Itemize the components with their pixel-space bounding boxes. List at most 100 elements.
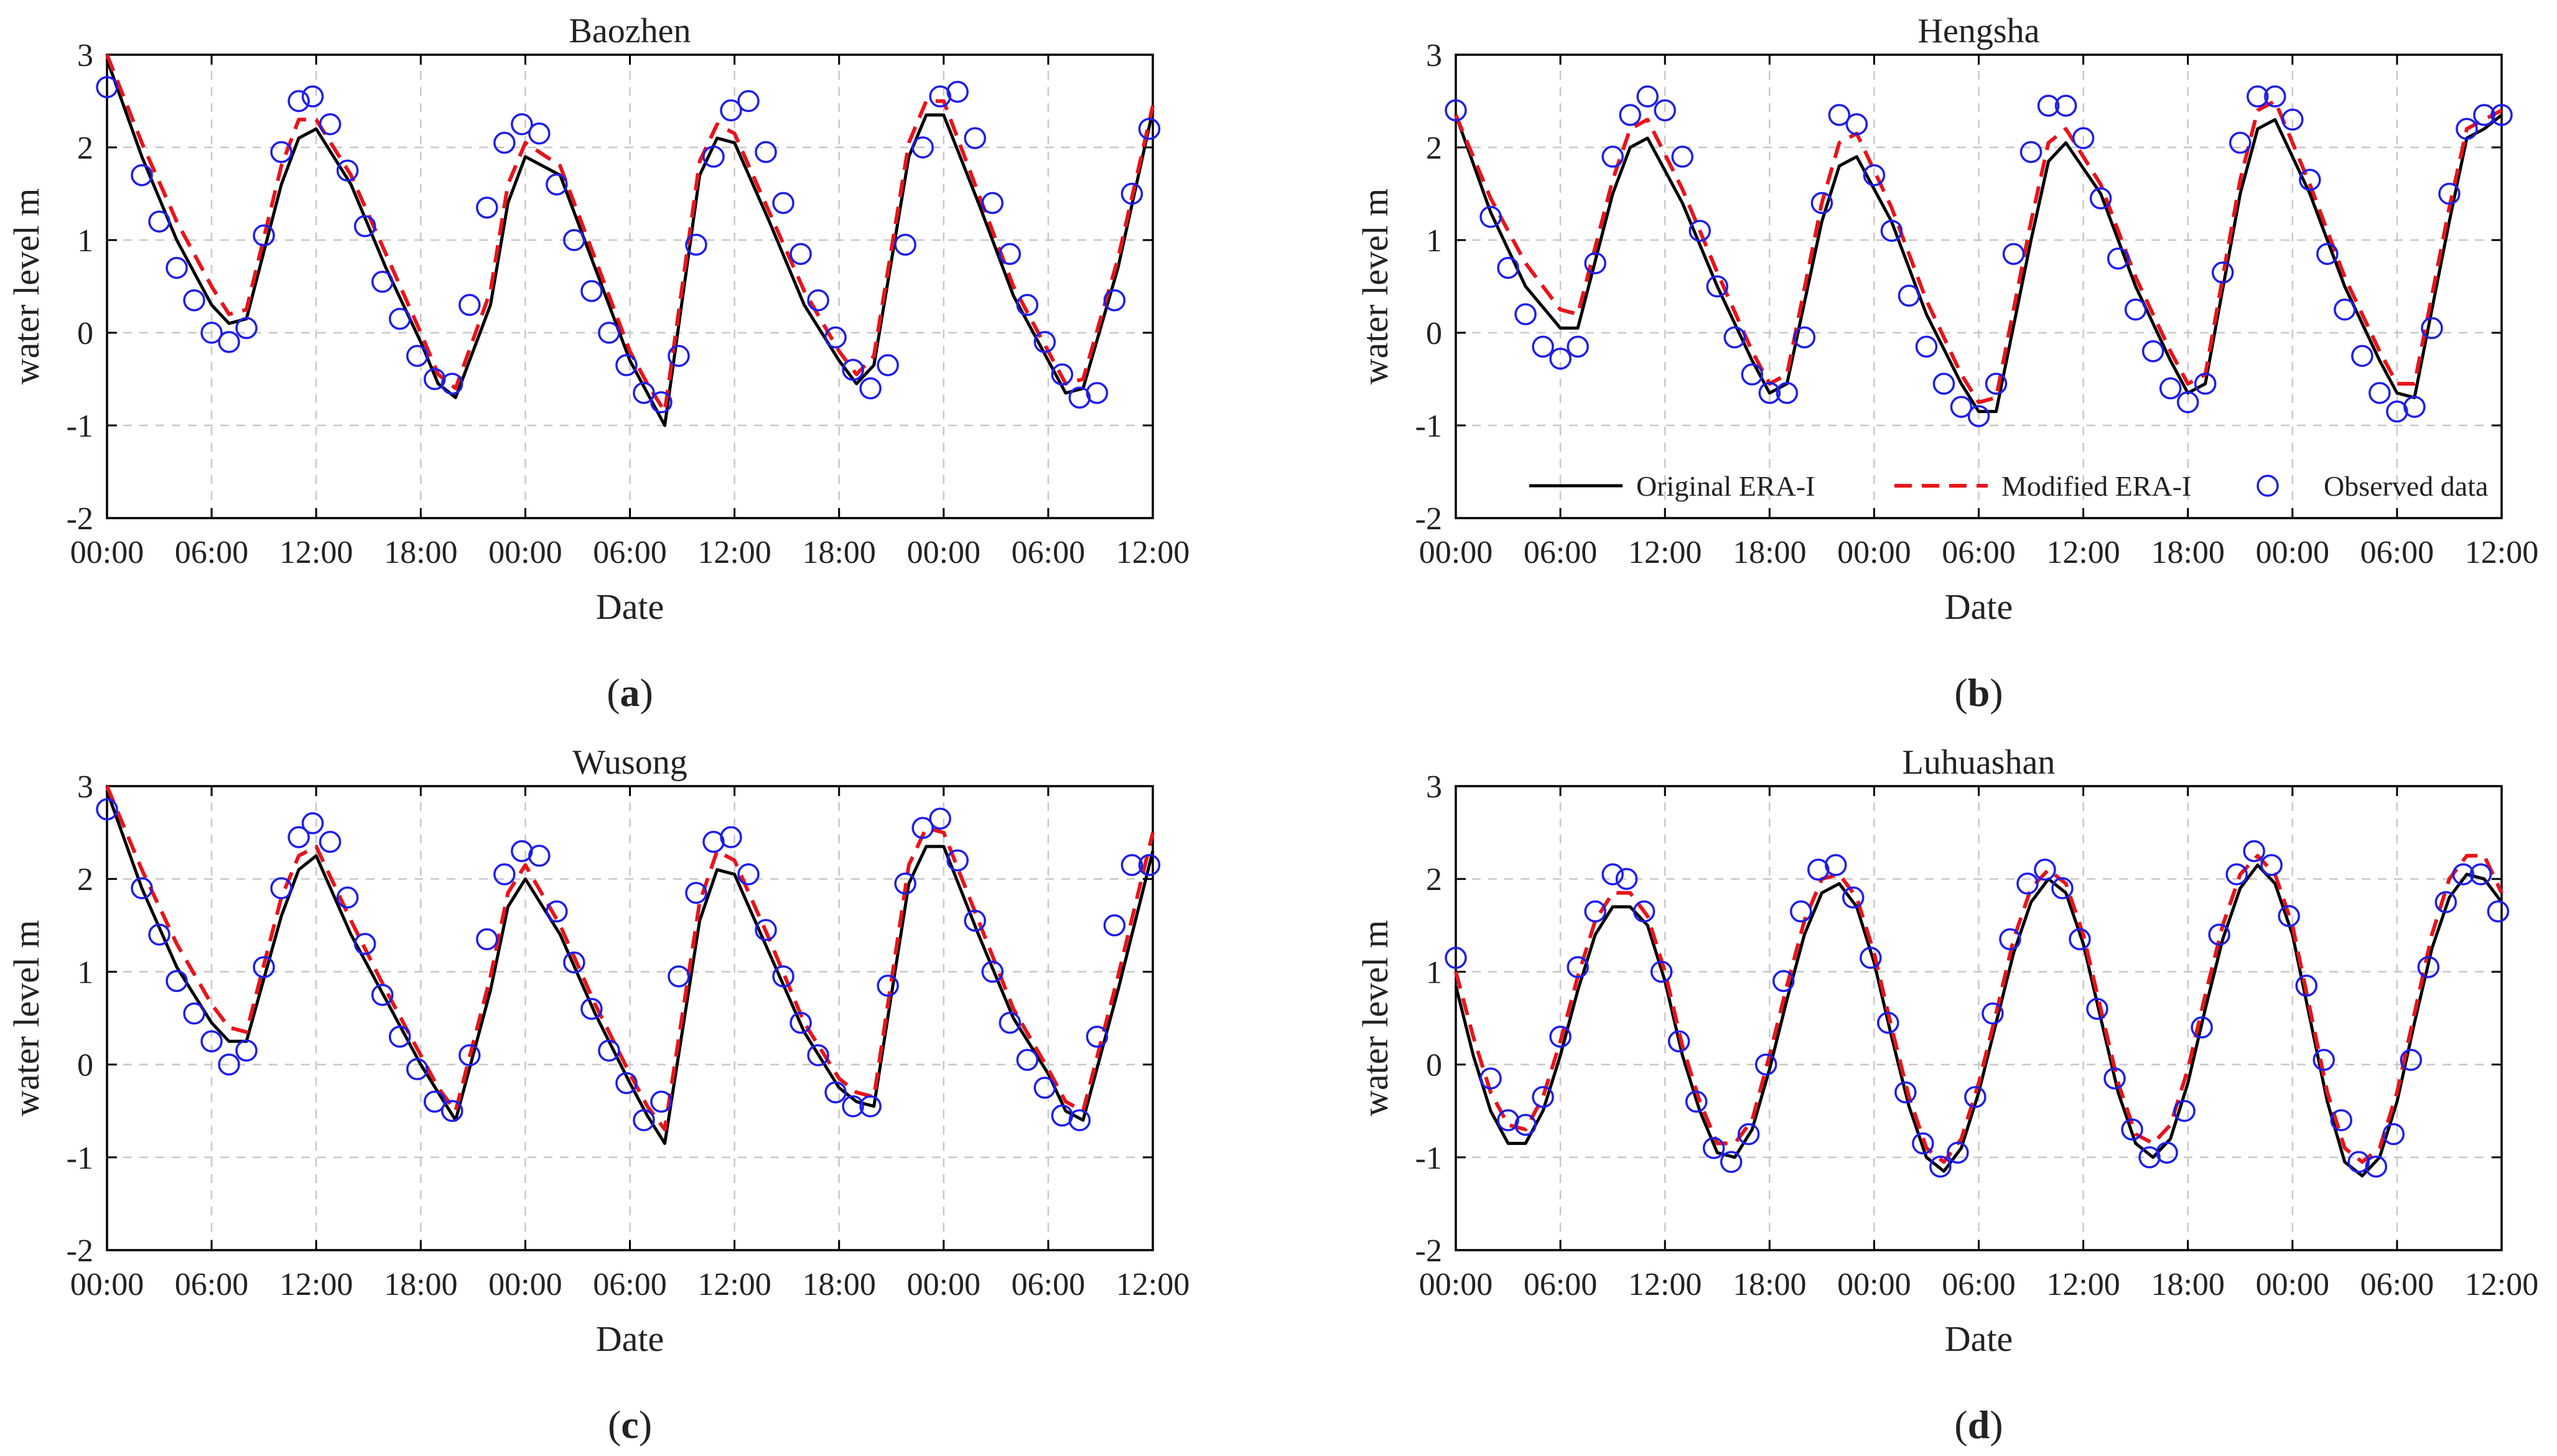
observed-data-point xyxy=(1033,331,1056,353)
observed-data-point xyxy=(336,886,359,909)
observed-data-point xyxy=(668,965,690,988)
observed-data-point xyxy=(737,90,760,113)
x-tick-label: 18:00 xyxy=(802,1267,875,1302)
observed-data-point xyxy=(1685,1090,1708,1113)
x-tick-label: 18:00 xyxy=(1733,1267,1806,1302)
observed-data-point xyxy=(2229,131,2252,154)
y-tick-label: 1 xyxy=(1426,223,1442,259)
observed-data-point xyxy=(1860,947,1882,969)
observed-data-point xyxy=(1932,373,1955,395)
x-tick-label: 18:00 xyxy=(2151,1267,2224,1302)
observed-data-point xyxy=(1758,382,1781,404)
observed-data-point xyxy=(807,1044,829,1067)
observed-data-point xyxy=(1842,886,1865,909)
observed-data-point xyxy=(1967,405,1990,427)
observed-data-point xyxy=(1584,252,1606,274)
y-axis-label: water level m xyxy=(6,920,47,1116)
observed-data-point xyxy=(2312,1049,2335,1071)
modified-era-i-line xyxy=(105,53,1155,414)
observed-data-point xyxy=(235,1039,258,1062)
chart-title: Baozhen xyxy=(569,12,691,50)
x-tick-label: 06:00 xyxy=(1012,535,1085,570)
x-tick-label: 12:00 xyxy=(2046,535,2120,570)
legend: Original ERA-I Modified ERA-I Observed dat… xyxy=(1529,470,2488,502)
observed-data-point xyxy=(2089,187,2112,210)
observed-data-point xyxy=(2365,1155,2388,1178)
x-tick-label: 06:00 xyxy=(2360,535,2434,570)
observed-data-point xyxy=(2211,261,2234,284)
observed-data-point xyxy=(2247,85,2269,108)
observed-data-point xyxy=(1497,1109,1519,1131)
observed-data-point xyxy=(1532,1086,1554,1108)
observed-data-point xyxy=(301,85,324,108)
x-tick-label: 00:00 xyxy=(1837,535,1911,570)
chart-title: Hengsha xyxy=(1918,12,2040,50)
observed-data-point xyxy=(999,1011,1022,1034)
observed-data-point xyxy=(1985,373,2008,395)
x-tick-label: 00:00 xyxy=(70,1267,144,1302)
observed-data-point xyxy=(1915,335,1938,358)
observed-data-point xyxy=(353,932,376,955)
observed-data-point xyxy=(1514,303,1537,325)
x-tick-label: 00:00 xyxy=(70,535,144,570)
observed-data-point xyxy=(2072,127,2095,149)
observed-data-point xyxy=(2069,928,2091,950)
observed-data-point xyxy=(287,826,310,848)
x-tick-label: 00:00 xyxy=(1419,535,1493,570)
observed-data-point xyxy=(877,354,899,376)
observed-data-point xyxy=(1632,900,1656,923)
observed-data-point xyxy=(2173,1100,2196,1122)
observed-data-point xyxy=(1514,1113,1537,1136)
modified-era-i-line xyxy=(105,785,1155,1131)
observed-data-point xyxy=(2016,872,2039,895)
modified-era-i-line xyxy=(1454,853,2503,1164)
observed-data-point xyxy=(1051,1104,1074,1127)
x-tick-label: 18:00 xyxy=(2151,535,2224,570)
observed-data-point xyxy=(1016,1049,1039,1071)
original-era-i-line xyxy=(1454,113,2503,414)
observed-data-point xyxy=(1567,335,1589,358)
observed-data-point xyxy=(1068,386,1091,409)
observed-data-point xyxy=(1950,396,1973,418)
observed-data-point xyxy=(2019,141,2042,164)
observed-data-point xyxy=(1601,146,1624,168)
observed-data-point xyxy=(1720,1151,1743,1174)
observed-data-point xyxy=(2473,104,2495,126)
observed-data-point xyxy=(772,965,794,988)
observed-data-point xyxy=(1445,99,1467,122)
observed-data-point xyxy=(894,233,916,256)
caption-letter: d xyxy=(1968,1403,1990,1447)
observed-data-point xyxy=(2351,345,2373,367)
y-tick-label: 3 xyxy=(1426,38,1442,73)
x-tick-label: 18:00 xyxy=(802,535,875,570)
observed-data-point xyxy=(1741,363,1764,386)
legend-observed-label: Observed data xyxy=(2324,470,2488,502)
observed-data-point xyxy=(2141,340,2164,363)
y-tick-label: -2 xyxy=(1415,501,1442,537)
x-tick-label: 00:00 xyxy=(488,535,562,570)
chart-panel-a: 00:00 06:00 12:00 18:00 00:00 06:00 12:00 18:00… xyxy=(6,12,1190,715)
observed-data-point xyxy=(981,960,1004,983)
x-tick-label: 00:00 xyxy=(2256,1267,2329,1302)
x-tick-label: 06:00 xyxy=(1942,535,2015,570)
legend-original-label: Original ERA-I xyxy=(1636,470,1815,502)
y-tick-label: 0 xyxy=(77,1048,93,1083)
observed-data-point xyxy=(2316,243,2339,266)
observed-data-point xyxy=(946,849,969,872)
observed-data-point xyxy=(1929,1155,1952,1178)
observed-data-point xyxy=(1947,1141,1969,1164)
observed-data-point xyxy=(964,127,986,149)
observed-data-point xyxy=(253,956,275,978)
observed-data-point xyxy=(1999,928,2021,950)
panel-caption: (b) xyxy=(1954,670,2003,715)
y-axis-label: water level m xyxy=(1355,920,1395,1116)
y-tick-label: 3 xyxy=(77,769,93,805)
caption-paren-open: ( xyxy=(1954,670,1967,715)
observed-data-point xyxy=(319,113,342,136)
observed-data-point xyxy=(1103,914,1126,937)
observed-data-point xyxy=(1982,1002,2004,1025)
observed-data-point xyxy=(1754,1053,1777,1076)
y-tick-label: -1 xyxy=(67,409,93,444)
observed-data-point xyxy=(1479,206,1502,228)
observed-data-point xyxy=(96,798,118,821)
